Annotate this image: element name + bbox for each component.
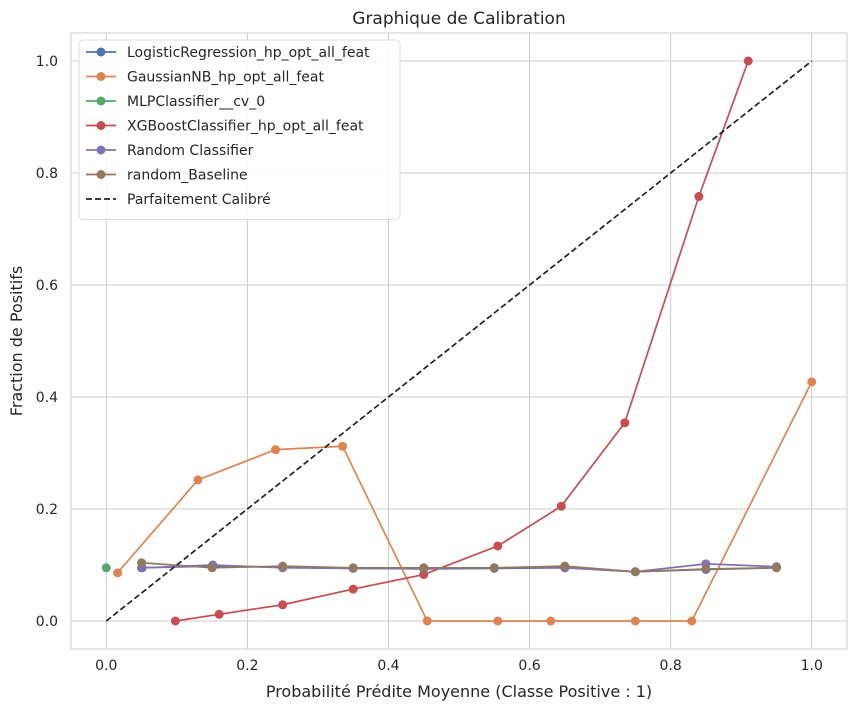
y-tick-label: 0.8 [36, 166, 58, 182]
data-point [701, 564, 711, 574]
data-point [214, 609, 224, 619]
data-point [493, 616, 503, 626]
legend-entry: LogisticRegression_hp_opt_all_feat [86, 45, 370, 61]
data-point [278, 561, 288, 571]
data-point [687, 616, 697, 626]
data-point [101, 563, 111, 573]
data-point [560, 561, 570, 571]
data-point [348, 584, 358, 594]
y-axis-label: Fraction de Positifs [7, 266, 26, 416]
data-point [422, 616, 432, 626]
data-point [630, 567, 640, 577]
legend-entry: GaussianNB_hp_opt_all_feat [86, 70, 324, 86]
legend-swatch-marker [96, 96, 106, 106]
data-point [419, 570, 429, 580]
data-point [193, 475, 203, 485]
legend-swatch-marker [96, 121, 106, 130]
series-gaussiannb-hp-opt-all-feat [113, 377, 817, 626]
y-tick-label: 0.0 [36, 614, 58, 630]
data-point [694, 192, 704, 202]
legend-swatch-marker [96, 170, 106, 179]
legend-swatch-marker [96, 72, 106, 81]
x-tick-label: 1.0 [801, 658, 823, 674]
legend-entry: Random Classifier [86, 143, 254, 159]
data-point [556, 501, 566, 511]
data-point [338, 441, 348, 451]
data-point [419, 563, 429, 573]
legend-label: MLPClassifier__cv_0 [127, 94, 265, 110]
legend-label: Parfaitement Calibré [127, 192, 271, 208]
legend: LogisticRegression_hp_opt_all_feat Gaussi… [78, 39, 401, 220]
series-line [116, 381, 813, 622]
chart-title: Graphique de Calibration [352, 9, 565, 29]
data-point [271, 445, 281, 455]
legend-label: LogisticRegression_hp_opt_all_feat [127, 45, 370, 61]
legend-entry: Parfaitement Calibré [86, 192, 271, 208]
data-point [170, 616, 180, 626]
series-line [141, 561, 777, 573]
data-point [278, 600, 288, 610]
data-point [137, 558, 147, 568]
data-point [620, 418, 630, 428]
y-tick-label: 0.6 [36, 278, 58, 294]
legend-label: Random Classifier [127, 143, 254, 159]
data-point [771, 563, 781, 573]
legend-swatch-marker [96, 145, 106, 155]
legend-label: GaussianNB_hp_opt_all_feat [127, 70, 324, 86]
legend-entry: XGBoostClassifier_hp_opt_all_feat [86, 119, 364, 135]
x-tick-label: 0.2 [236, 658, 258, 674]
legend-box [78, 39, 401, 220]
y-tick-label: 1.0 [36, 54, 58, 70]
legend-swatch-marker [96, 47, 106, 57]
y-tick-label: 0.2 [36, 502, 58, 518]
series-line [175, 60, 750, 622]
data-point [546, 616, 556, 626]
series-layer [101, 56, 817, 626]
series-random-baseline [137, 558, 781, 577]
tick-labels: 0.0 0.2 0.4 0.6 0.8 1.0 0.0 0.2 0.4 0.6 0.8 1.0 [36, 54, 823, 674]
data-point [207, 563, 217, 573]
x-tick-label: 0.0 [95, 658, 117, 674]
x-tick-label: 0.4 [377, 658, 399, 674]
series-xgboostclassifier-hp-opt-all-feat [170, 56, 753, 626]
x-tick-label: 0.6 [518, 658, 540, 674]
series-parfaitement-calibr- [105, 60, 813, 622]
data-point [113, 568, 123, 578]
x-tick-label: 0.8 [660, 658, 682, 674]
legend-label: random_Baseline [127, 168, 248, 184]
legend-entry: MLPClassifier__cv_0 [86, 94, 265, 110]
y-tick-label: 0.4 [36, 390, 58, 406]
legend-label: XGBoostClassifier_hp_opt_all_feat [127, 119, 364, 135]
plot-area-frame [70, 32, 848, 650]
series-mlpclassifier-cv-0 [101, 563, 111, 573]
data-point [348, 563, 358, 573]
x-axis-label: Probabilité Prédite Moyenne (Classe Posi… [266, 682, 652, 701]
data-point [743, 56, 753, 66]
data-point [493, 541, 503, 551]
series-line [105, 60, 813, 622]
data-point [489, 563, 499, 573]
data-point [630, 616, 640, 626]
legend-entry: random_Baseline [86, 168, 248, 184]
data-point [807, 377, 817, 387]
